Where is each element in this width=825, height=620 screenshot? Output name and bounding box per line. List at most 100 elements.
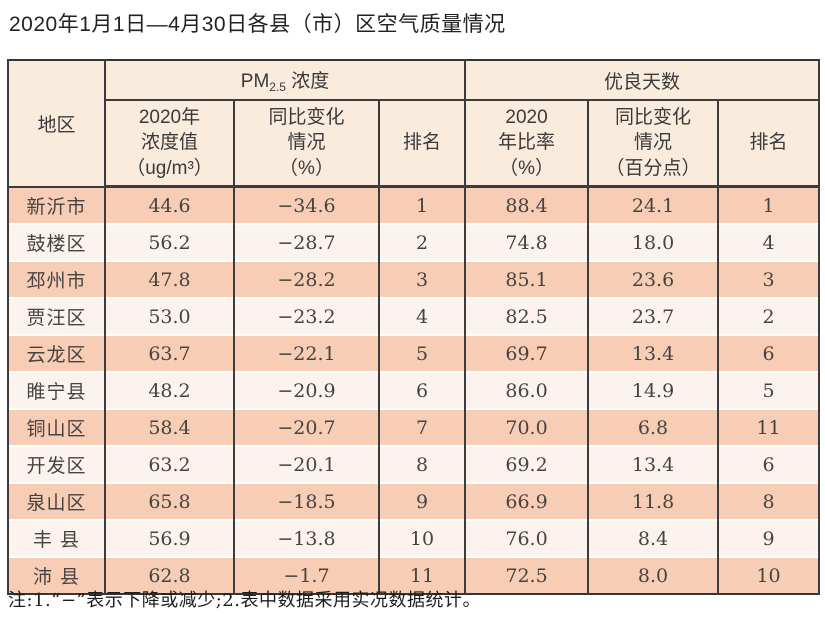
pm-rank-header: 排名: [377, 100, 467, 188]
rate-value-cell: 88.4: [464, 186, 590, 224]
rate-change-cell: 24.1: [587, 186, 720, 224]
pm-change-cell: −18.5: [233, 482, 380, 520]
pm-value-cell: 65.8: [104, 482, 235, 520]
rate-change-cell: 11.8: [587, 482, 720, 520]
pm-value-cell: 47.8: [104, 260, 235, 298]
pm25-label-suffix: 浓度: [285, 71, 330, 92]
good-days-group-header: 优良天数: [464, 60, 821, 101]
pm-value-cell: 56.2: [104, 223, 235, 261]
pm-value-cell: 44.6: [104, 186, 235, 224]
pm-change-cell: −20.7: [233, 408, 380, 446]
rate-value-cell: 86.0: [464, 371, 590, 409]
footnote: 注:1.“−”表示下降或减少;2.表中数据采用实况数据统计。: [8, 590, 481, 611]
region-column-header: 地区: [7, 60, 106, 188]
pm-value-cell: 58.4: [104, 408, 235, 446]
pm-rank-cell: 5: [377, 334, 467, 372]
table-row: 沛 县 62.8 −1.7 11 72.5 8.0 10: [7, 556, 821, 594]
pm-rank-cell: 2: [377, 223, 467, 261]
header-group-row: 地区 PM2.5 浓度 优良天数: [7, 60, 821, 188]
pm-value-cell: 48.2: [104, 371, 235, 409]
rate-rank-header: 排名: [717, 100, 821, 188]
pm-rank-cell: 1: [377, 186, 467, 224]
rate-value-cell: 72.5: [464, 556, 590, 594]
rate-value-cell: 66.9: [464, 482, 590, 520]
rate-change-cell: 8.0: [587, 556, 720, 594]
rate-rank-cell: 4: [717, 223, 821, 261]
rate-change-cell: 23.7: [587, 297, 720, 335]
rate-value-cell: 69.7: [464, 334, 590, 372]
pm25-label-subscript: 2.5: [269, 80, 286, 94]
rate-value-cell: 82.5: [464, 297, 590, 335]
rate-change-header: 同比变化 情况 （百分点）: [587, 100, 720, 188]
pm25-label-prefix: PM: [240, 71, 270, 92]
pm-change-cell: −28.7: [233, 223, 380, 261]
pm25-group-header: PM2.5 浓度: [103, 60, 467, 101]
pm-rank-cell: 6: [377, 371, 467, 409]
table-row: 开发区 63.2 −20.1 8 69.2 13.4 6: [7, 445, 821, 483]
rate-value-cell: 85.1: [464, 260, 590, 298]
region-cell: 丰 县: [7, 519, 106, 557]
pm-change-cell: −20.1: [233, 445, 380, 483]
table-row: 铜山区 58.4 −20.7 7 70.0 6.8 11: [7, 408, 821, 446]
region-cell: 开发区: [7, 445, 106, 483]
table-row: 鼓楼区 56.2 −28.7 2 74.8 18.0 4: [7, 223, 821, 261]
pm-value-header: 2020年 浓度值 （ug/m³）: [104, 100, 235, 188]
rate-change-cell: 23.6: [587, 260, 720, 298]
pm-change-cell: −22.1: [233, 334, 380, 372]
region-cell: 贾汪区: [7, 297, 106, 335]
pm-value-cell: 63.2: [104, 445, 235, 483]
pm-rank-cell: 10: [377, 519, 467, 557]
pm-value-cell: 63.7: [104, 334, 235, 372]
pm-value-cell: 62.8: [104, 556, 235, 594]
region-cell: 邳州市: [7, 260, 106, 298]
pm-rank-cell: 8: [377, 445, 467, 483]
pm-change-cell: −28.2: [233, 260, 380, 298]
pm-change-cell: −1.7: [233, 556, 380, 594]
pm-change-cell: −20.9: [233, 371, 380, 409]
pm-change-cell: −13.8: [233, 519, 380, 557]
pm-change-cell: −34.6: [233, 186, 380, 224]
pm-value-cell: 53.0: [104, 297, 235, 335]
pm-rank-cell: 11: [377, 556, 467, 594]
rate-change-cell: 14.9: [587, 371, 720, 409]
region-cell: 新沂市: [7, 186, 106, 224]
pm-change-cell: −23.2: [233, 297, 380, 335]
rate-rank-cell: 8: [717, 482, 821, 520]
table-row: 云龙区 63.7 −22.1 5 69.7 13.4 6: [7, 334, 821, 372]
rate-value-cell: 69.2: [464, 445, 590, 483]
rate-rank-cell: 11: [717, 408, 821, 446]
table-row: 睢宁县 48.2 −20.9 6 86.0 14.9 5: [7, 371, 821, 409]
table-row: 丰 县 56.9 −13.8 10 76.0 8.4 9: [7, 519, 821, 557]
rate-rank-cell: 2: [717, 297, 821, 335]
pm-rank-cell: 7: [377, 408, 467, 446]
rate-change-cell: 18.0: [587, 223, 720, 261]
pm-rank-cell: 9: [377, 482, 467, 520]
rate-rank-cell: 6: [717, 334, 821, 372]
rate-change-cell: 6.8: [587, 408, 720, 446]
page-title: 2020年1月1日—4月30日各县（市）区空气质量情况: [9, 13, 506, 36]
rate-rank-cell: 3: [717, 260, 821, 298]
rate-rank-cell: 10: [717, 556, 821, 594]
rate-rank-cell: 5: [717, 371, 821, 409]
pm-rank-cell: 4: [377, 297, 467, 335]
rate-change-cell: 8.4: [587, 519, 720, 557]
table-row: 泉山区 65.8 −18.5 9 66.9 11.8 8: [7, 482, 821, 520]
table-row: 邳州市 47.8 −28.2 3 85.1 23.6 3: [7, 260, 821, 298]
rate-value-cell: 76.0: [464, 519, 590, 557]
table-row: 新沂市 44.6 −34.6 1 88.4 24.1 1: [7, 186, 821, 224]
region-cell: 鼓楼区: [7, 223, 106, 261]
region-cell: 铜山区: [7, 408, 106, 446]
air-quality-table: 地区 PM2.5 浓度 优良天数 2020年 浓度值 （ug/m³） 同比变化 …: [7, 59, 821, 595]
rate-value-header: 2020 年比率 （%）: [464, 100, 590, 188]
region-cell: 睢宁县: [7, 371, 106, 409]
pm-rank-cell: 3: [377, 260, 467, 298]
rate-value-cell: 70.0: [464, 408, 590, 446]
header-sub-row: 2020年 浓度值 （ug/m³） 同比变化 情况 （%） 排名 2020 年比…: [8, 100, 821, 188]
region-cell: 云龙区: [7, 334, 106, 372]
rate-value-cell: 74.8: [464, 223, 590, 261]
rate-change-cell: 13.4: [587, 334, 720, 372]
region-cell: 泉山区: [7, 482, 106, 520]
table-row: 贾汪区 53.0 −23.2 4 82.5 23.7 2: [7, 297, 821, 335]
rate-change-cell: 13.4: [587, 445, 720, 483]
